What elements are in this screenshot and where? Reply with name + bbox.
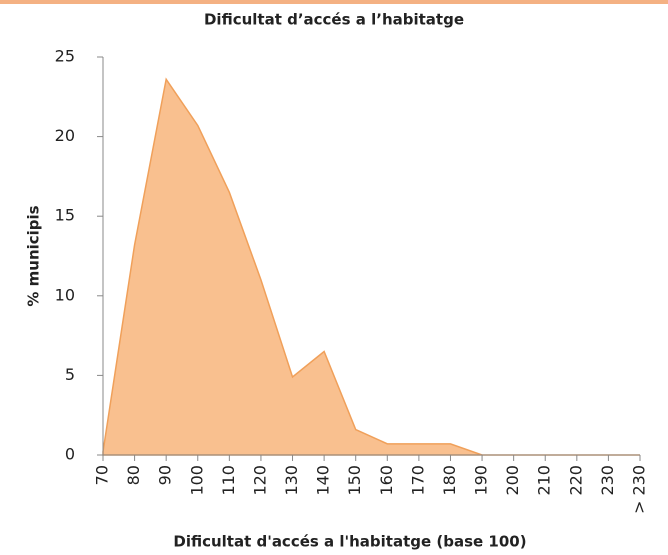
y-tick-label: 15 bbox=[55, 206, 75, 225]
y-tick-label: 25 bbox=[55, 47, 75, 66]
x-tick-label: > 230 bbox=[630, 465, 649, 514]
x-tick-label: 180 bbox=[440, 465, 459, 496]
chart-title: Dificultat d’accés a l’habitatge bbox=[204, 11, 464, 29]
x-tick-label: 190 bbox=[472, 465, 491, 496]
y-tick-label: 10 bbox=[55, 285, 75, 304]
x-tick-label: 80 bbox=[124, 465, 143, 485]
x-axis-title: Dificultat d'accés a l'habitatge (base 1… bbox=[173, 533, 526, 551]
x-tick-label: 110 bbox=[219, 465, 238, 496]
x-tick-label: 160 bbox=[377, 465, 396, 496]
x-tick-label: 150 bbox=[345, 465, 364, 496]
x-tick-label: 170 bbox=[408, 465, 427, 496]
x-tick-label: 90 bbox=[156, 465, 175, 485]
x-tick-label: 130 bbox=[282, 465, 301, 496]
area bbox=[102, 77, 640, 456]
x-tick-label: 200 bbox=[503, 465, 522, 496]
y-tick-label: 20 bbox=[55, 126, 75, 145]
x-tick-label: 210 bbox=[535, 465, 554, 496]
x-tick-label: 120 bbox=[250, 465, 269, 496]
top-border bbox=[0, 0, 668, 4]
y-tick-label: 5 bbox=[65, 365, 75, 384]
x-tick-label: 100 bbox=[187, 465, 206, 496]
x-tick-label: 140 bbox=[314, 465, 333, 496]
x-tick-label: 230 bbox=[598, 465, 617, 496]
y-axis-title: % municipis bbox=[25, 205, 43, 306]
x-tick-label: 70 bbox=[93, 465, 112, 485]
x-tick-label: 220 bbox=[566, 465, 585, 496]
y-tick-label: 0 bbox=[65, 445, 75, 464]
